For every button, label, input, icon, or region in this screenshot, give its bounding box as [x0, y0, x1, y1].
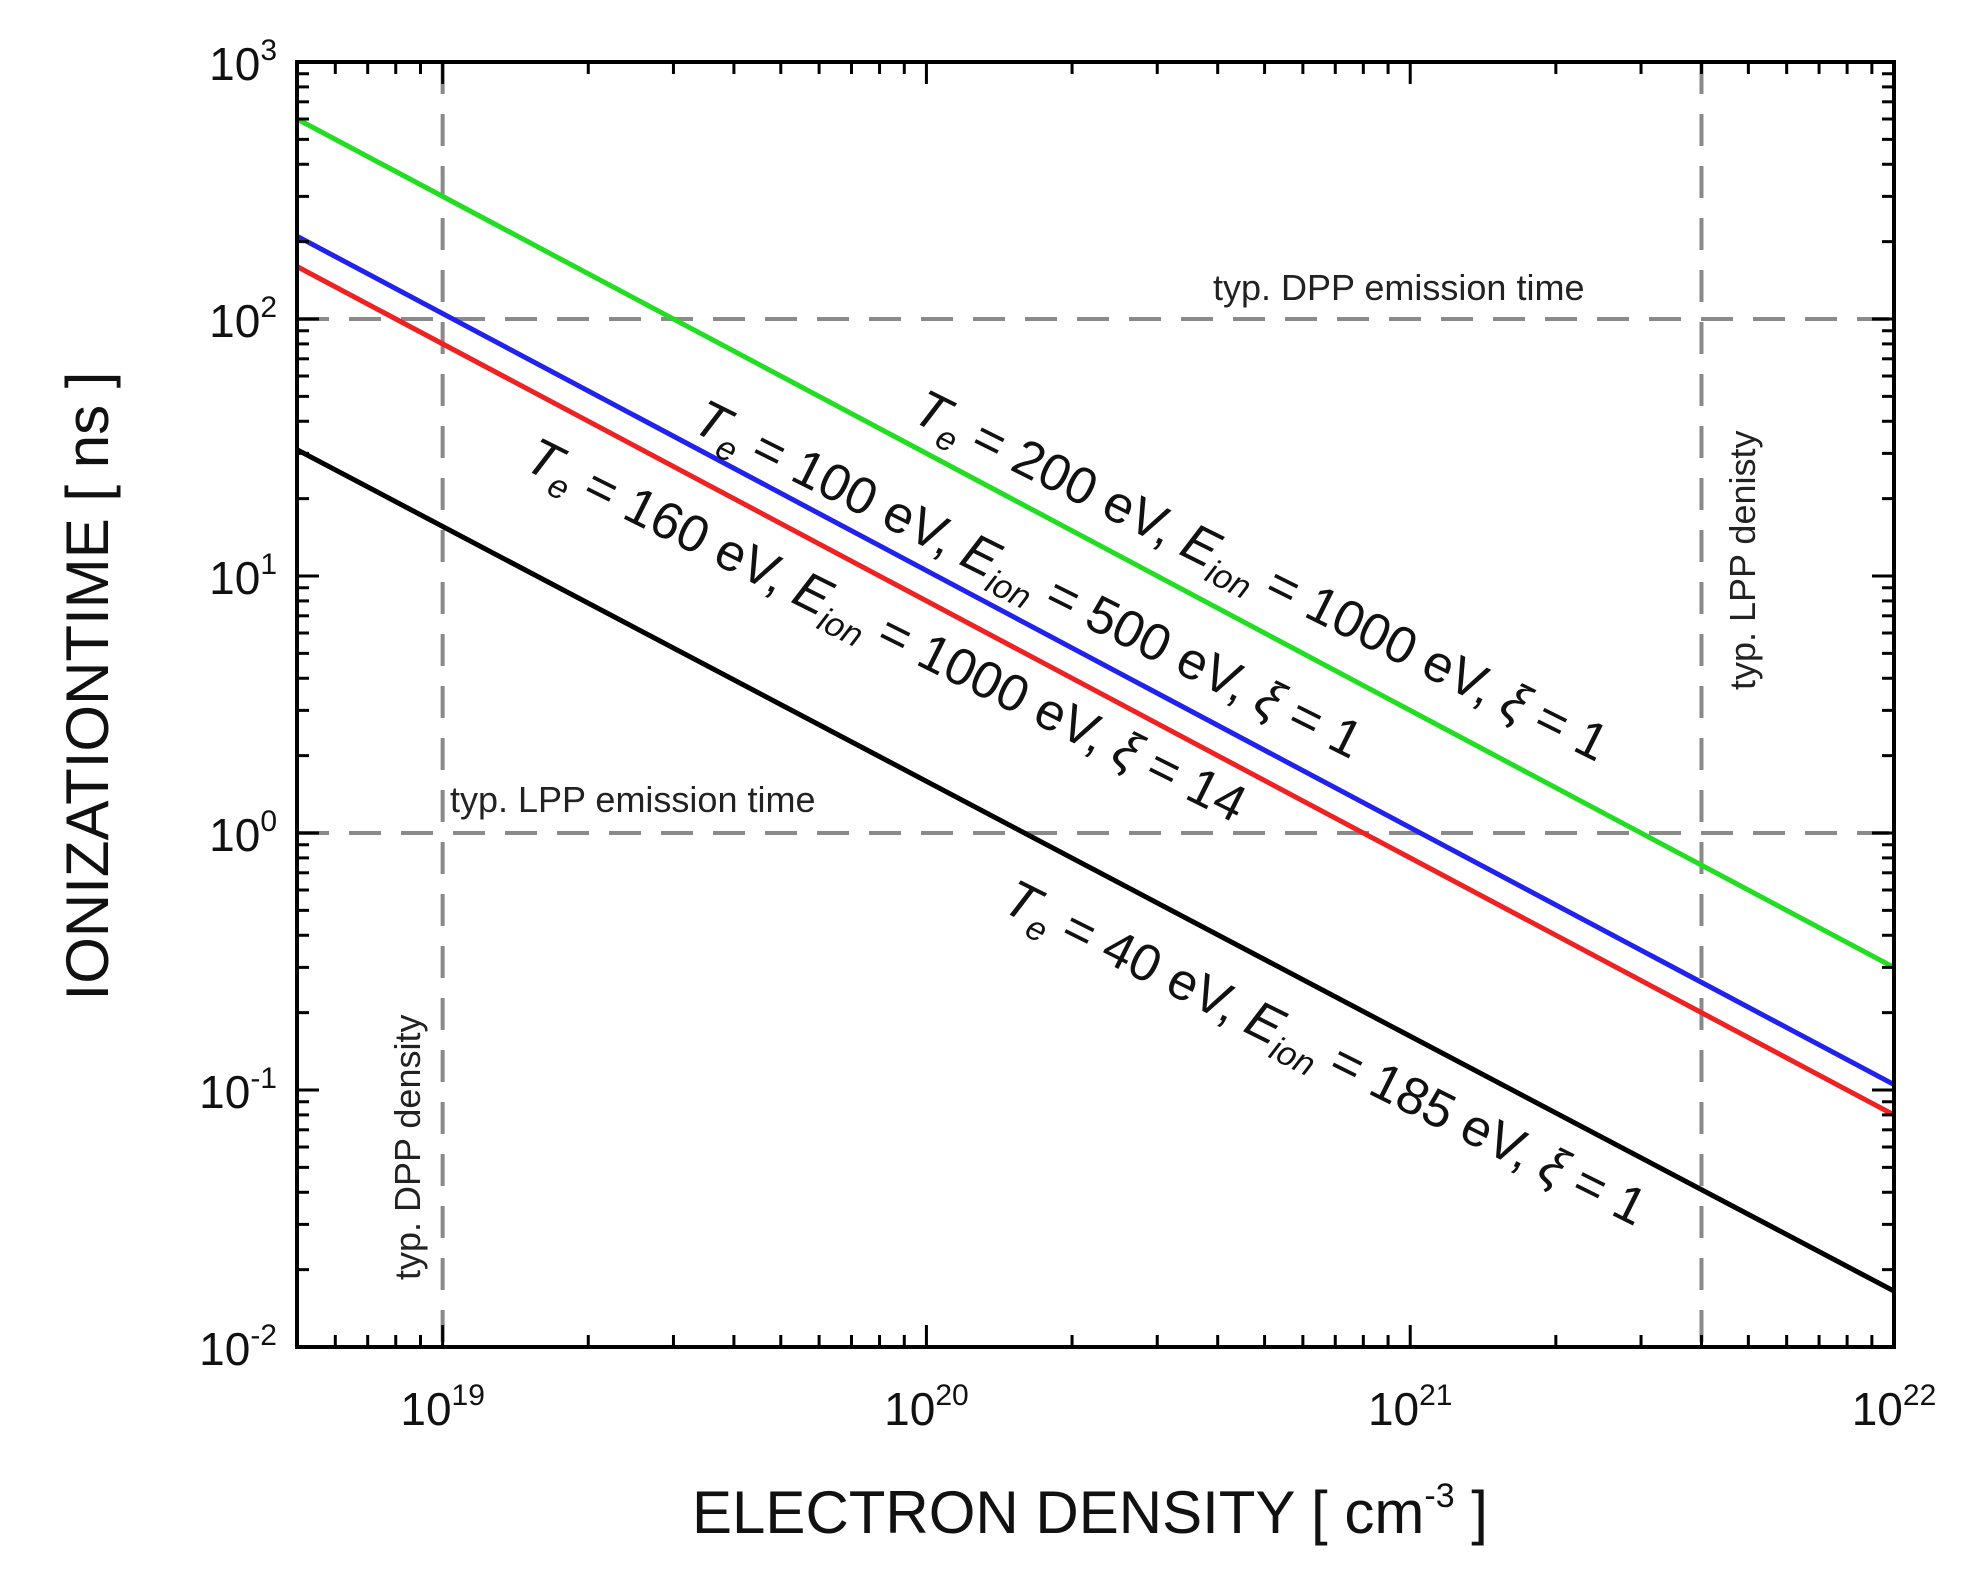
- y-tick-label-0: 10-2: [199, 1319, 277, 1375]
- x-tick-label-2: 1021: [1368, 1379, 1453, 1435]
- tick-labels: 1019 1020 1021 1022 10-2 10-1 100 101 102 103: [199, 34, 1936, 1435]
- series-line-3: [295, 447, 1896, 1294]
- x-axis-title: ELECTRON DENSITY [ cm-3 ]: [692, 1477, 1488, 1546]
- x-tick-label-1: 1020: [884, 1379, 969, 1435]
- y-axis-title: IONIZATIONTIME [ ns ]: [54, 372, 121, 1001]
- ref-label-dpp-emission-time: typ. DPP emission time: [1213, 267, 1584, 308]
- plot-frame: [295, 60, 1896, 1349]
- y-tick-label-3: 101: [209, 548, 277, 604]
- y-tick-label-4: 102: [209, 291, 277, 347]
- reference-lines: [297, 62, 1894, 1347]
- series-line-2: [295, 264, 1896, 1118]
- ref-label-lpp-emission-time: typ. LPP emission time: [450, 779, 815, 820]
- curve-label-te40: Te = 40 eV, Eion = 185 eV, ξ = 1: [991, 869, 1656, 1245]
- ref-label-dpp-density: typ. DPP density: [387, 1015, 428, 1280]
- x-axis-title-exponent: -3: [1424, 1477, 1454, 1515]
- axis-ticks: [295, 60, 1896, 1349]
- series-line-1: [295, 233, 1896, 1087]
- x-axis-title-suffix: ]: [1455, 1479, 1488, 1546]
- y-tick-label-1: 10-1: [199, 1062, 277, 1118]
- ref-label-lpp-density: typ. LPP denisty: [1722, 431, 1763, 691]
- y-tick-label-5: 103: [209, 34, 277, 90]
- x-tick-label-0: 1019: [400, 1379, 485, 1435]
- x-tick-label-3: 1022: [1852, 1379, 1937, 1435]
- x-axis-title-text: ELECTRON DENSITY [ cm: [692, 1479, 1424, 1546]
- y-tick-label-2: 100: [209, 805, 277, 861]
- series-lines: [295, 116, 1896, 1294]
- series-line-0: [295, 116, 1896, 970]
